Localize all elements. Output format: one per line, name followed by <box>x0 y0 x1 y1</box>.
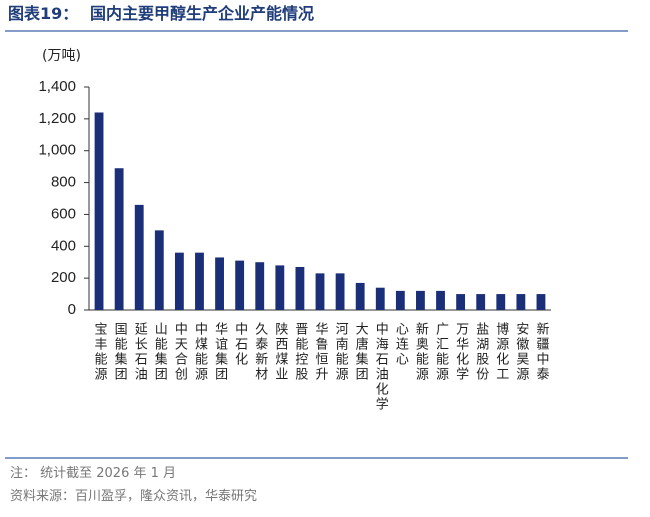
bar <box>436 290 445 310</box>
note: 注： 统计截至 2026 年 1 月 <box>10 466 176 481</box>
x-tick-label: 中石化 <box>232 322 248 367</box>
chart-title-label: 图表19： <box>8 4 78 23</box>
x-tick-label: 久泰新材 <box>252 322 268 382</box>
bar <box>215 257 224 310</box>
x-tick-label: 陕西煤业 <box>272 322 288 382</box>
y-axis-label: (万吨) <box>42 48 81 64</box>
bar <box>355 282 365 310</box>
y-tick-label: 400 <box>51 237 76 254</box>
x-tick-label: 山能集团 <box>152 322 168 382</box>
bar <box>335 273 345 310</box>
y-tick-label: 0 <box>68 301 76 318</box>
x-tick-label: 华鲁恒升 <box>313 322 329 382</box>
y-tick-label: 1,000 <box>38 142 76 159</box>
x-tick-label: 华谊集团 <box>212 322 228 382</box>
bar <box>395 290 405 310</box>
bar <box>134 204 144 310</box>
x-tick-label: 河南能源 <box>333 322 349 382</box>
x-tick-label: 大唐集团 <box>353 322 369 382</box>
x-tick-label: 国能集团 <box>112 322 128 382</box>
x-tick-label: 新奥能源 <box>413 321 429 382</box>
x-tick-label: 中天合创 <box>172 322 188 382</box>
x-tick-label: 中海石油化学 <box>373 322 389 412</box>
x-tick-label: 心连心 <box>393 322 409 367</box>
y-tick-label: 600 <box>51 205 76 222</box>
x-tick-label: 晋能控股 <box>292 322 308 382</box>
bar <box>235 260 245 310</box>
y-tick-label: 1,200 <box>38 110 76 127</box>
bar <box>94 112 104 310</box>
x-tick-label: 广汇能源 <box>433 322 449 382</box>
source: 资料来源：百川盈孚，隆众资讯，华泰研究 <box>10 489 257 504</box>
bar <box>496 294 506 310</box>
y-tick-label: 800 <box>51 174 76 191</box>
x-tick-label: 中煤能源 <box>192 322 208 382</box>
x-tick-label: 万华化学 <box>453 322 469 382</box>
x-tick-label: 博源化工 <box>493 322 509 382</box>
y-tick-label: 200 <box>51 269 76 286</box>
bar <box>255 262 265 310</box>
bar <box>536 294 546 310</box>
x-tick-label: 安徽昊源 <box>513 322 529 382</box>
x-tick-label: 宝丰能源 <box>92 322 108 382</box>
bar <box>456 294 466 310</box>
chart-title: 国内主要甲醇生产企业产能情况 <box>90 4 314 23</box>
bar <box>195 252 204 310</box>
y-tick-label: 1,400 <box>38 78 76 95</box>
bar <box>174 252 184 310</box>
bar <box>315 273 325 310</box>
bar <box>476 294 486 310</box>
bar <box>516 294 526 310</box>
x-tick-label: 延长石油 <box>132 322 148 382</box>
x-tick-label: 盐湖股份 <box>473 322 489 382</box>
bar <box>416 290 425 310</box>
x-tick-label: 新疆中泰 <box>533 321 549 382</box>
bar <box>154 230 164 310</box>
bar <box>375 287 385 310</box>
bar <box>114 168 124 310</box>
bar <box>275 265 285 310</box>
bar <box>295 266 305 310</box>
